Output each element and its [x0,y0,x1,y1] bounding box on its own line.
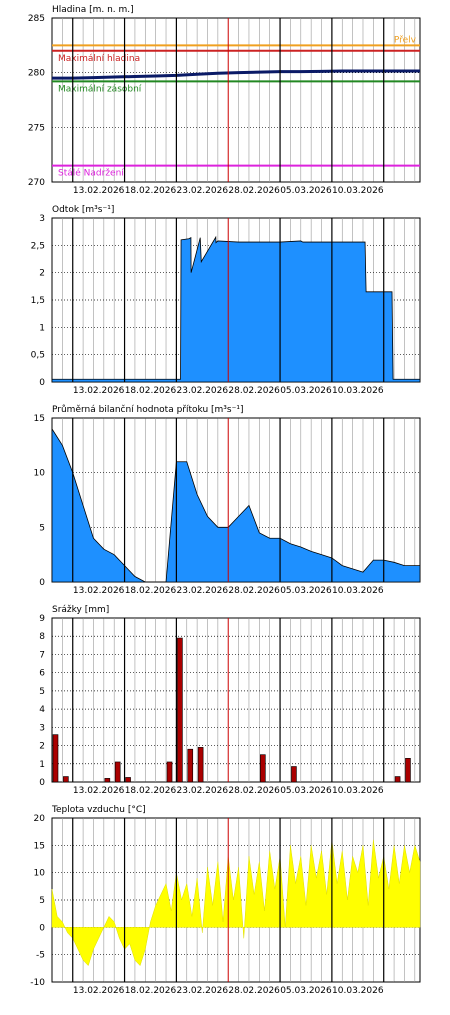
bar [125,777,131,783]
y-tick-label: 15 [34,841,45,851]
y-tick-label: 0 [39,578,45,588]
x-tick-label: 23.02.2026 [177,186,229,196]
x-tick-label: 13.02.2026 [73,586,125,596]
x-tick-label: 05.03.2026 [280,786,332,796]
y-tick-label: 2 [39,269,45,279]
y-tick-label: 2 [39,742,45,752]
y-tick-label: 5 [39,687,45,697]
x-tick-label: 13.02.2026 [73,386,125,396]
bar [114,761,121,783]
bar [177,637,183,783]
x-tick-label: 10.03.2026 [332,786,384,796]
threshold-label: Stálé Nadržení [58,168,124,179]
y-tick-label: 3 [39,214,45,224]
chart-3: Srážky [mm] 0 1 2 3 4 5 6 7 8 9 13.02.2026 18.02.202… [39,605,421,796]
plot-area [51,17,421,183]
y-tick-label: 10 [34,469,46,479]
x-tick-label: 23.02.2026 [177,986,229,996]
y-tick-label: 0 [39,378,45,388]
x-tick-label: 05.03.2026 [280,986,332,996]
x-tick-label: 18.02.2026 [125,986,177,996]
x-tick-label: 10.03.2026 [332,986,384,996]
plot-area [51,617,421,783]
bar [260,754,266,783]
x-tick-label: 28.02.2026 [228,386,280,396]
y-tick-label: 5 [39,896,45,906]
y-tick-label: 5 [39,523,45,533]
x-tick-label: 18.02.2026 [125,586,177,596]
chart-title: Odtok [m³s⁻¹] [52,205,114,215]
bar [197,747,204,783]
x-tick-label: 10.03.2026 [332,386,384,396]
chart-1: Odtok [m³s⁻¹] 0 0,5 1 1,5 2 2,5 3 13.02.2026 18.0… [31,205,421,396]
series-line [52,69,420,80]
y-tick-label: 9 [39,614,45,624]
x-tick-label: 10.03.2026 [332,186,384,196]
bar [63,776,69,783]
x-tick-label: 13.02.2026 [73,186,125,196]
bar [52,734,59,783]
y-tick-label: 1 [39,760,45,770]
y-tick-label: 0 [39,923,45,933]
bar [187,748,194,783]
bar [291,766,297,783]
x-tick-label: 23.02.2026 [177,386,229,396]
threshold-label: Přelv [394,35,417,45]
chart-4: Teplota vzduchu [°C] -10 -5 0 5 10 15 20 13.02.2… [30,805,421,996]
y-tick-label: 280 [28,69,45,79]
bar [405,758,411,783]
y-tick-label: 4 [39,705,45,715]
y-tick-label: 0,5 [31,351,45,361]
bar [166,761,173,783]
x-tick-label: 28.02.2026 [228,186,280,196]
x-tick-label: 05.03.2026 [280,586,332,596]
x-tick-label: 28.02.2026 [228,786,280,796]
x-tick-label: 18.02.2026 [125,186,177,196]
x-tick-label: 28.02.2026 [228,986,280,996]
y-tick-label: 20 [34,814,46,824]
chart-title: Srážky [mm] [52,605,109,615]
x-tick-label: 28.02.2026 [228,586,280,596]
chart-2: Průměrná bilanční hodnota přítoku [m³s⁻¹… [34,404,421,596]
y-tick-label: 3 [39,723,45,733]
y-tick-label: 270 [28,178,45,188]
y-tick-label: 1,5 [31,296,45,306]
x-tick-label: 23.02.2026 [177,786,229,796]
y-tick-label: 2,5 [31,241,45,251]
bar [394,776,401,783]
y-tick-label: 15 [34,414,45,424]
x-tick-label: 23.02.2026 [177,586,229,596]
bar [104,778,111,783]
threshold-label: Maximální zásobní [58,84,142,94]
x-tick-label: 05.03.2026 [280,186,332,196]
x-tick-label: 18.02.2026 [125,786,177,796]
y-tick-label: 0 [39,778,45,788]
y-tick-label: 8 [39,632,45,642]
x-tick-label: 13.02.2026 [73,986,125,996]
chart-title: Teplota vzduchu [°C] [51,805,146,815]
y-tick-label: 7 [39,650,45,660]
y-tick-label: 10 [34,869,46,879]
chart-title: Hladina [m. n. m.] [52,5,134,15]
y-tick-label: -5 [36,951,45,961]
x-tick-label: 18.02.2026 [125,386,177,396]
series-area [51,839,421,967]
x-tick-label: 13.02.2026 [73,786,125,796]
x-tick-label: 10.03.2026 [332,586,384,596]
chart-title: Průměrná bilanční hodnota přítoku [m³s⁻¹… [52,404,243,415]
x-tick-label: 05.03.2026 [280,386,332,396]
y-tick-label: 275 [28,123,45,133]
threshold-label: Maximální hladina [58,54,140,64]
chart-0: Hladina [m. n. m.] 270 275 280 285 Přelv Maxim… [28,5,421,196]
y-tick-label: 285 [28,14,45,24]
y-tick-label: 6 [39,669,45,679]
y-tick-label: -10 [30,978,45,988]
y-tick-label: 1 [39,323,45,333]
